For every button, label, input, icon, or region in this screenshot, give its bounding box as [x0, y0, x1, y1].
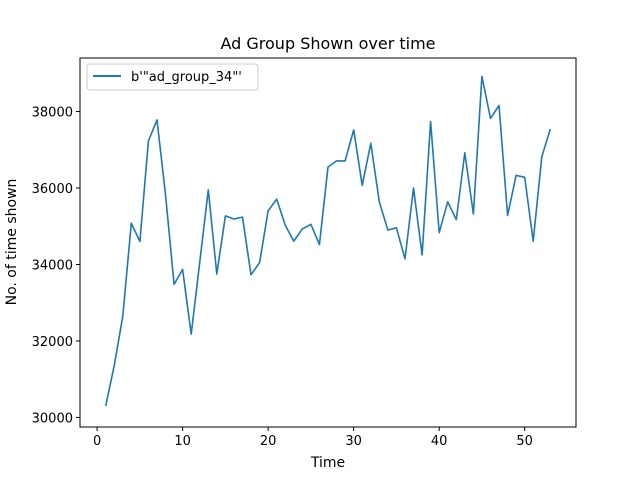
x-tick-label: 40 [431, 434, 448, 449]
data-point [122, 315, 124, 317]
data-point [302, 228, 304, 230]
data-point [165, 194, 167, 196]
data-point [396, 227, 398, 229]
data-point [456, 219, 458, 221]
data-point [250, 274, 252, 276]
data-point [131, 222, 133, 224]
data-point [233, 218, 235, 220]
data-point [199, 262, 201, 264]
plot-area [79, 57, 577, 428]
y-tick-label: 36000 [32, 182, 73, 197]
data-point [421, 254, 423, 256]
data-point [336, 160, 338, 162]
data-point [473, 213, 475, 215]
y-tick-label: 32000 [32, 335, 73, 350]
legend-frame [86, 63, 259, 91]
data-point [353, 129, 355, 131]
data-point [541, 156, 543, 158]
data-point [344, 160, 346, 162]
data-point [507, 215, 509, 217]
x-tick-label: 50 [516, 434, 533, 449]
y-tick-label: 38000 [32, 106, 73, 121]
x-tick-label: 0 [93, 434, 101, 449]
data-point [284, 224, 286, 226]
series-layer [104, 75, 552, 407]
data-point [550, 128, 552, 130]
y-axis: 30000 32000 34000 36000 38000 [32, 106, 80, 426]
y-tick-label: 30000 [32, 411, 73, 426]
data-point [319, 244, 321, 246]
series-line [104, 75, 552, 407]
y-tick-label: 34000 [32, 258, 73, 273]
data-point [404, 258, 406, 260]
data-point [259, 262, 261, 264]
data-point [438, 232, 440, 234]
data-point [139, 241, 141, 243]
data-point [208, 189, 210, 191]
data-point [113, 365, 115, 367]
data-point [267, 210, 269, 212]
x-axis-label: Time [310, 455, 345, 471]
data-point [182, 269, 184, 271]
data-point [447, 201, 449, 203]
data-point [190, 333, 192, 335]
x-tick-label: 10 [174, 434, 191, 449]
data-point [105, 405, 107, 407]
data-point [490, 118, 492, 120]
data-point [532, 240, 534, 242]
data-point [370, 143, 372, 145]
data-point [481, 76, 483, 78]
x-tick-label: 20 [260, 434, 277, 449]
data-point [225, 215, 227, 217]
data-point [515, 175, 517, 177]
legend-label: b'"ad_group_34"' [131, 70, 242, 85]
data-point [524, 177, 526, 179]
data-point [173, 284, 175, 286]
y-axis-label: No. of time shown [4, 179, 20, 306]
data-point [327, 166, 329, 168]
legend: b'"ad_group_34"' [86, 63, 259, 91]
data-point [242, 216, 244, 218]
data-point [464, 152, 466, 154]
x-axis: 0 10 20 30 40 50 [93, 427, 533, 449]
data-point [276, 198, 278, 200]
chart-title: Ad Group Shown over time [220, 34, 435, 53]
data-point [310, 224, 312, 226]
data-point [216, 273, 218, 275]
data-point [498, 105, 500, 107]
x-tick-label: 30 [345, 434, 362, 449]
axes-frame [79, 57, 577, 428]
data-point [361, 185, 363, 187]
data-point [293, 240, 295, 242]
data-point [148, 140, 150, 142]
data-point [156, 119, 158, 121]
data-point [413, 187, 415, 189]
data-point [379, 201, 381, 203]
data-point [387, 229, 389, 231]
data-point [430, 121, 432, 123]
